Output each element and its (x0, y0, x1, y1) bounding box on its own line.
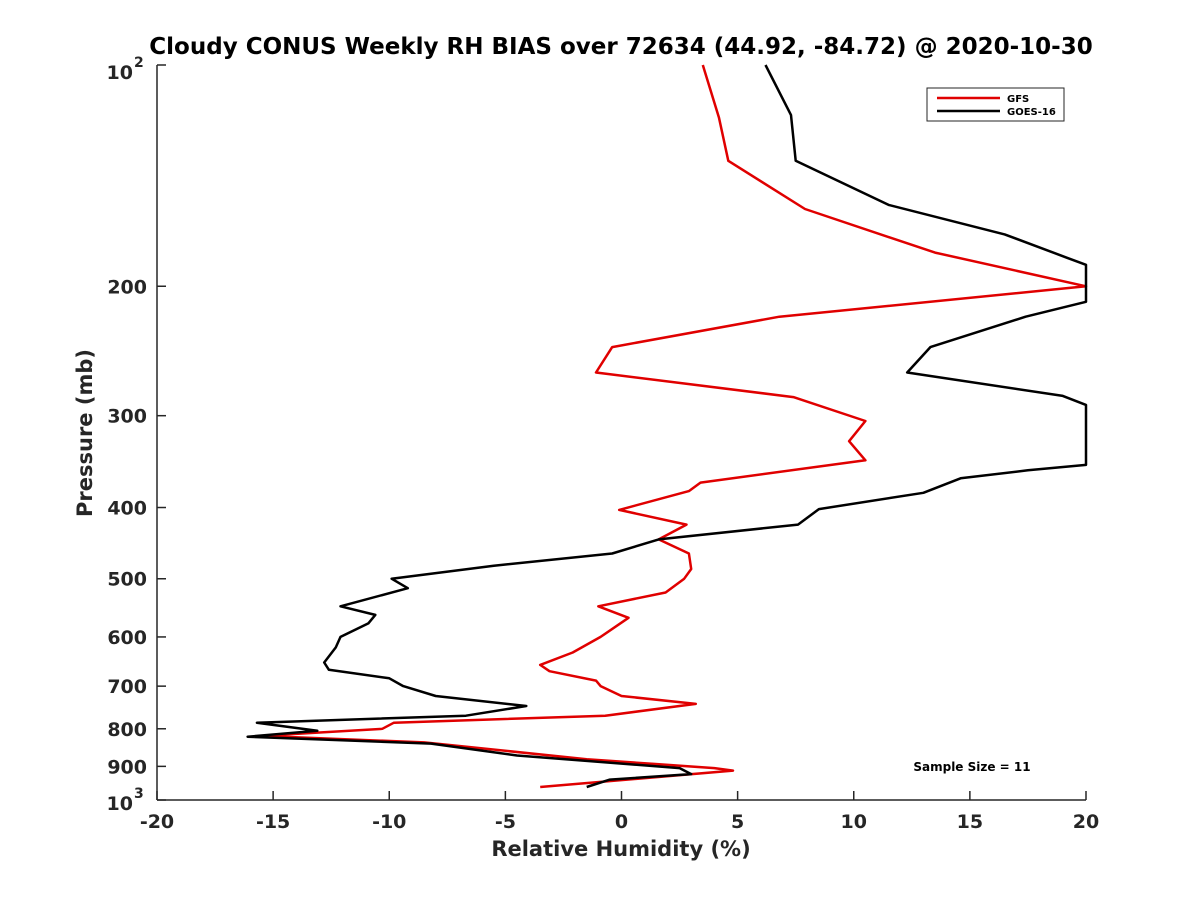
y-tick-label: 200 (107, 276, 147, 298)
x-ticks: -20 -15 -10 -5 0 5 10 15 20 (140, 791, 1099, 833)
y-tick-top-exp: 2 (134, 55, 144, 71)
x-tick-label: 0 (615, 811, 628, 833)
axes-frame (157, 65, 1086, 800)
x-tick-label: 10 (841, 811, 867, 833)
y-tick-label: 500 (107, 569, 147, 591)
legend-label-gfs: GFS (1007, 94, 1029, 105)
y-ticks: 200 300 400 500 600 700 800 900 (107, 276, 166, 778)
x-tick-label: -10 (372, 811, 406, 833)
y-tick-label: 900 (107, 756, 147, 778)
sample-size-annotation: Sample Size = 11 (913, 760, 1030, 774)
y-axis-label: Pressure (mb) (73, 349, 97, 517)
x-tick-label: 5 (731, 811, 744, 833)
y-tick-label: 800 (107, 719, 147, 741)
y-tick-label: 300 (107, 406, 147, 428)
y-tick-label: 700 (107, 676, 147, 698)
legend: GFS GOES-16 (926, 87, 1065, 122)
legend-label-goes16: GOES-16 (1007, 107, 1056, 118)
y-tick-label: 400 (107, 498, 147, 520)
y-tick-bottom: 10 3 (107, 786, 166, 815)
x-tick-label: -15 (256, 811, 290, 833)
y-tick-bottom-exp: 3 (134, 786, 144, 802)
x-axis-label: Relative Humidity (%) (491, 837, 750, 861)
x-tick-label: 15 (957, 811, 983, 833)
series-line-gfs (260, 64, 1088, 789)
legend-box (926, 87, 1065, 122)
x-tick-label: -5 (495, 811, 516, 833)
x-tick-label: 20 (1073, 811, 1099, 833)
y-tick-bottom-base: 10 (107, 793, 133, 815)
series-line-goes16 (246, 64, 1088, 789)
y-tick-label: 600 (107, 627, 147, 649)
y-tick-top: 10 2 (107, 55, 166, 84)
x-tick-label: -20 (140, 811, 174, 833)
plot-area (246, 64, 1088, 789)
chart-title: Cloudy CONUS Weekly RH BIAS over 72634 (… (149, 34, 1092, 60)
y-tick-top-base: 10 (107, 62, 133, 84)
